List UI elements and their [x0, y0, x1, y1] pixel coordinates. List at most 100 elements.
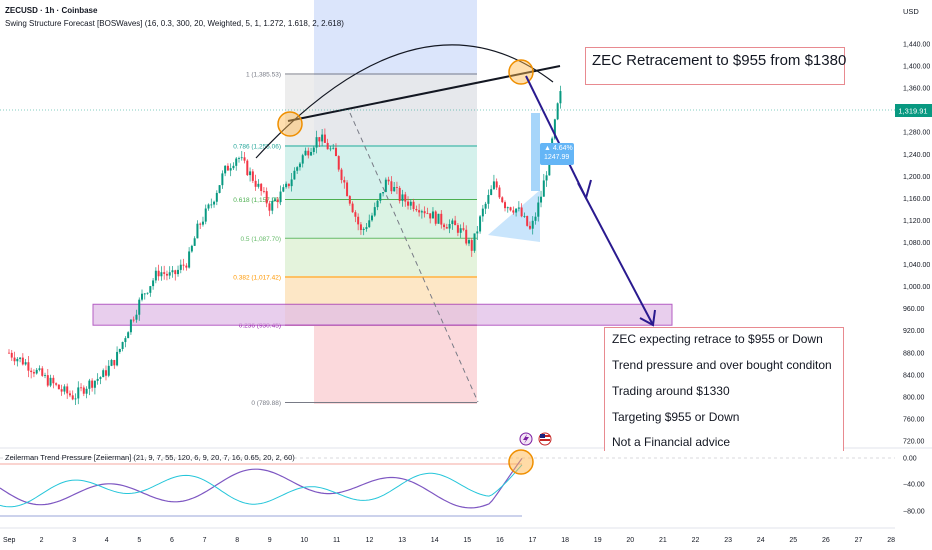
candle-body [116, 351, 119, 366]
time-tick-label: 18 [561, 537, 569, 544]
candle-body [456, 225, 459, 233]
candle [77, 381, 80, 405]
price-tick-label: 920.00 [903, 328, 925, 335]
candle [346, 180, 349, 197]
candle [96, 373, 99, 385]
candle-body [32, 372, 35, 374]
candle-body [35, 369, 38, 374]
candle [437, 213, 440, 224]
candle [315, 130, 318, 154]
candle [177, 265, 180, 277]
retracement-callout[interactable]: ZEC Retracement to $955 from $1380 [585, 47, 846, 85]
candle [232, 162, 235, 171]
candle-body [226, 165, 229, 171]
us-flag-icon[interactable] [538, 432, 552, 446]
price-tick-label: 1,240.00 [903, 152, 930, 159]
candle [512, 206, 515, 215]
time-axis[interactable]: Sep 2 3 4 5 6 7 8 9 10 11 12 13 14 15 16 17 18 19 20 21 22 23 2… [0, 527, 895, 544]
candle [526, 215, 529, 227]
candle-body [257, 183, 260, 187]
candle-body [332, 147, 335, 149]
candle [160, 266, 163, 281]
candle-body [193, 238, 196, 246]
forecast-bar [531, 113, 540, 191]
candle [418, 203, 421, 217]
candle [390, 176, 393, 195]
candle [487, 189, 490, 209]
candle [44, 372, 47, 379]
candle-body [262, 191, 265, 192]
candle-body [74, 398, 77, 400]
candle-body [434, 211, 437, 224]
candle [274, 196, 277, 202]
lower-indicator-label[interactable]: Zeilerman Trend Pressure [Zeiierman] (21… [5, 453, 295, 462]
candle [55, 382, 58, 387]
candle-body [268, 203, 271, 211]
candle [229, 163, 232, 177]
candle [285, 181, 288, 189]
candle-body [80, 387, 83, 389]
candle-body [57, 384, 60, 390]
candle [104, 365, 107, 381]
candle [329, 146, 332, 152]
price-tick-label: 1,080.00 [903, 240, 930, 247]
candle [199, 222, 202, 229]
candle-body [21, 357, 24, 365]
note-line-3: Trading around $1330 [612, 384, 730, 398]
price-tick-label: 1,120.00 [903, 218, 930, 225]
candle-body [38, 368, 41, 370]
candle-body [41, 368, 44, 376]
time-tick-label: Sep [3, 537, 16, 544]
candle [127, 331, 130, 339]
candle [49, 374, 52, 388]
candle [431, 207, 434, 219]
candle-body [346, 182, 349, 197]
candle-body [285, 183, 288, 188]
candle-body [393, 187, 396, 192]
candle-body [254, 180, 257, 187]
candle-body [229, 168, 232, 171]
candle-body [382, 192, 385, 194]
candle-body [210, 204, 213, 206]
candle-body [445, 227, 448, 229]
candle [102, 368, 105, 378]
candle-body [276, 199, 279, 203]
candle-body [379, 193, 382, 201]
candle-body [60, 389, 63, 392]
price-axis[interactable]: 1,440.001,400.001,360.001,320.001,280.00… [903, 42, 930, 446]
lightning-icon[interactable] [519, 432, 533, 446]
notes-callout[interactable]: ZEC expecting retrace to $955 or Down Tr… [604, 327, 844, 451]
candle [243, 152, 246, 164]
osc-line-primary [0, 457, 523, 509]
note-line-2: Trend pressure and over bought conditon [612, 358, 832, 372]
candle [254, 174, 257, 191]
support-zone[interactable] [92, 303, 673, 326]
osc-tick-label: −40.00 [903, 482, 925, 489]
candle-body [224, 165, 227, 174]
candle-body [99, 377, 102, 379]
candle-body [501, 197, 504, 203]
candle [459, 224, 462, 238]
candle-body [307, 150, 310, 156]
candle [559, 85, 562, 109]
candle-body [260, 183, 263, 192]
candle-body [415, 208, 418, 211]
indicator-label[interactable]: Swing Structure Forecast [BOSWaves] (16,… [5, 19, 344, 28]
fib-label-0.5: 0.5 (1,087.70) [241, 236, 281, 243]
time-tick-label: 12 [366, 537, 374, 544]
candle [129, 319, 132, 335]
fib-label-0.382: 0.382 (1,017.42) [233, 275, 281, 282]
candle [443, 222, 446, 231]
candle-body [318, 137, 321, 142]
candle-body [121, 342, 124, 349]
candle [279, 185, 282, 206]
candle-body [199, 223, 202, 225]
candle [542, 173, 545, 197]
candle [484, 201, 487, 215]
dashed-trend-line [349, 112, 479, 403]
candle-body [509, 207, 512, 211]
candle-body [10, 352, 13, 358]
candle [310, 147, 313, 157]
candle-body [481, 208, 484, 217]
